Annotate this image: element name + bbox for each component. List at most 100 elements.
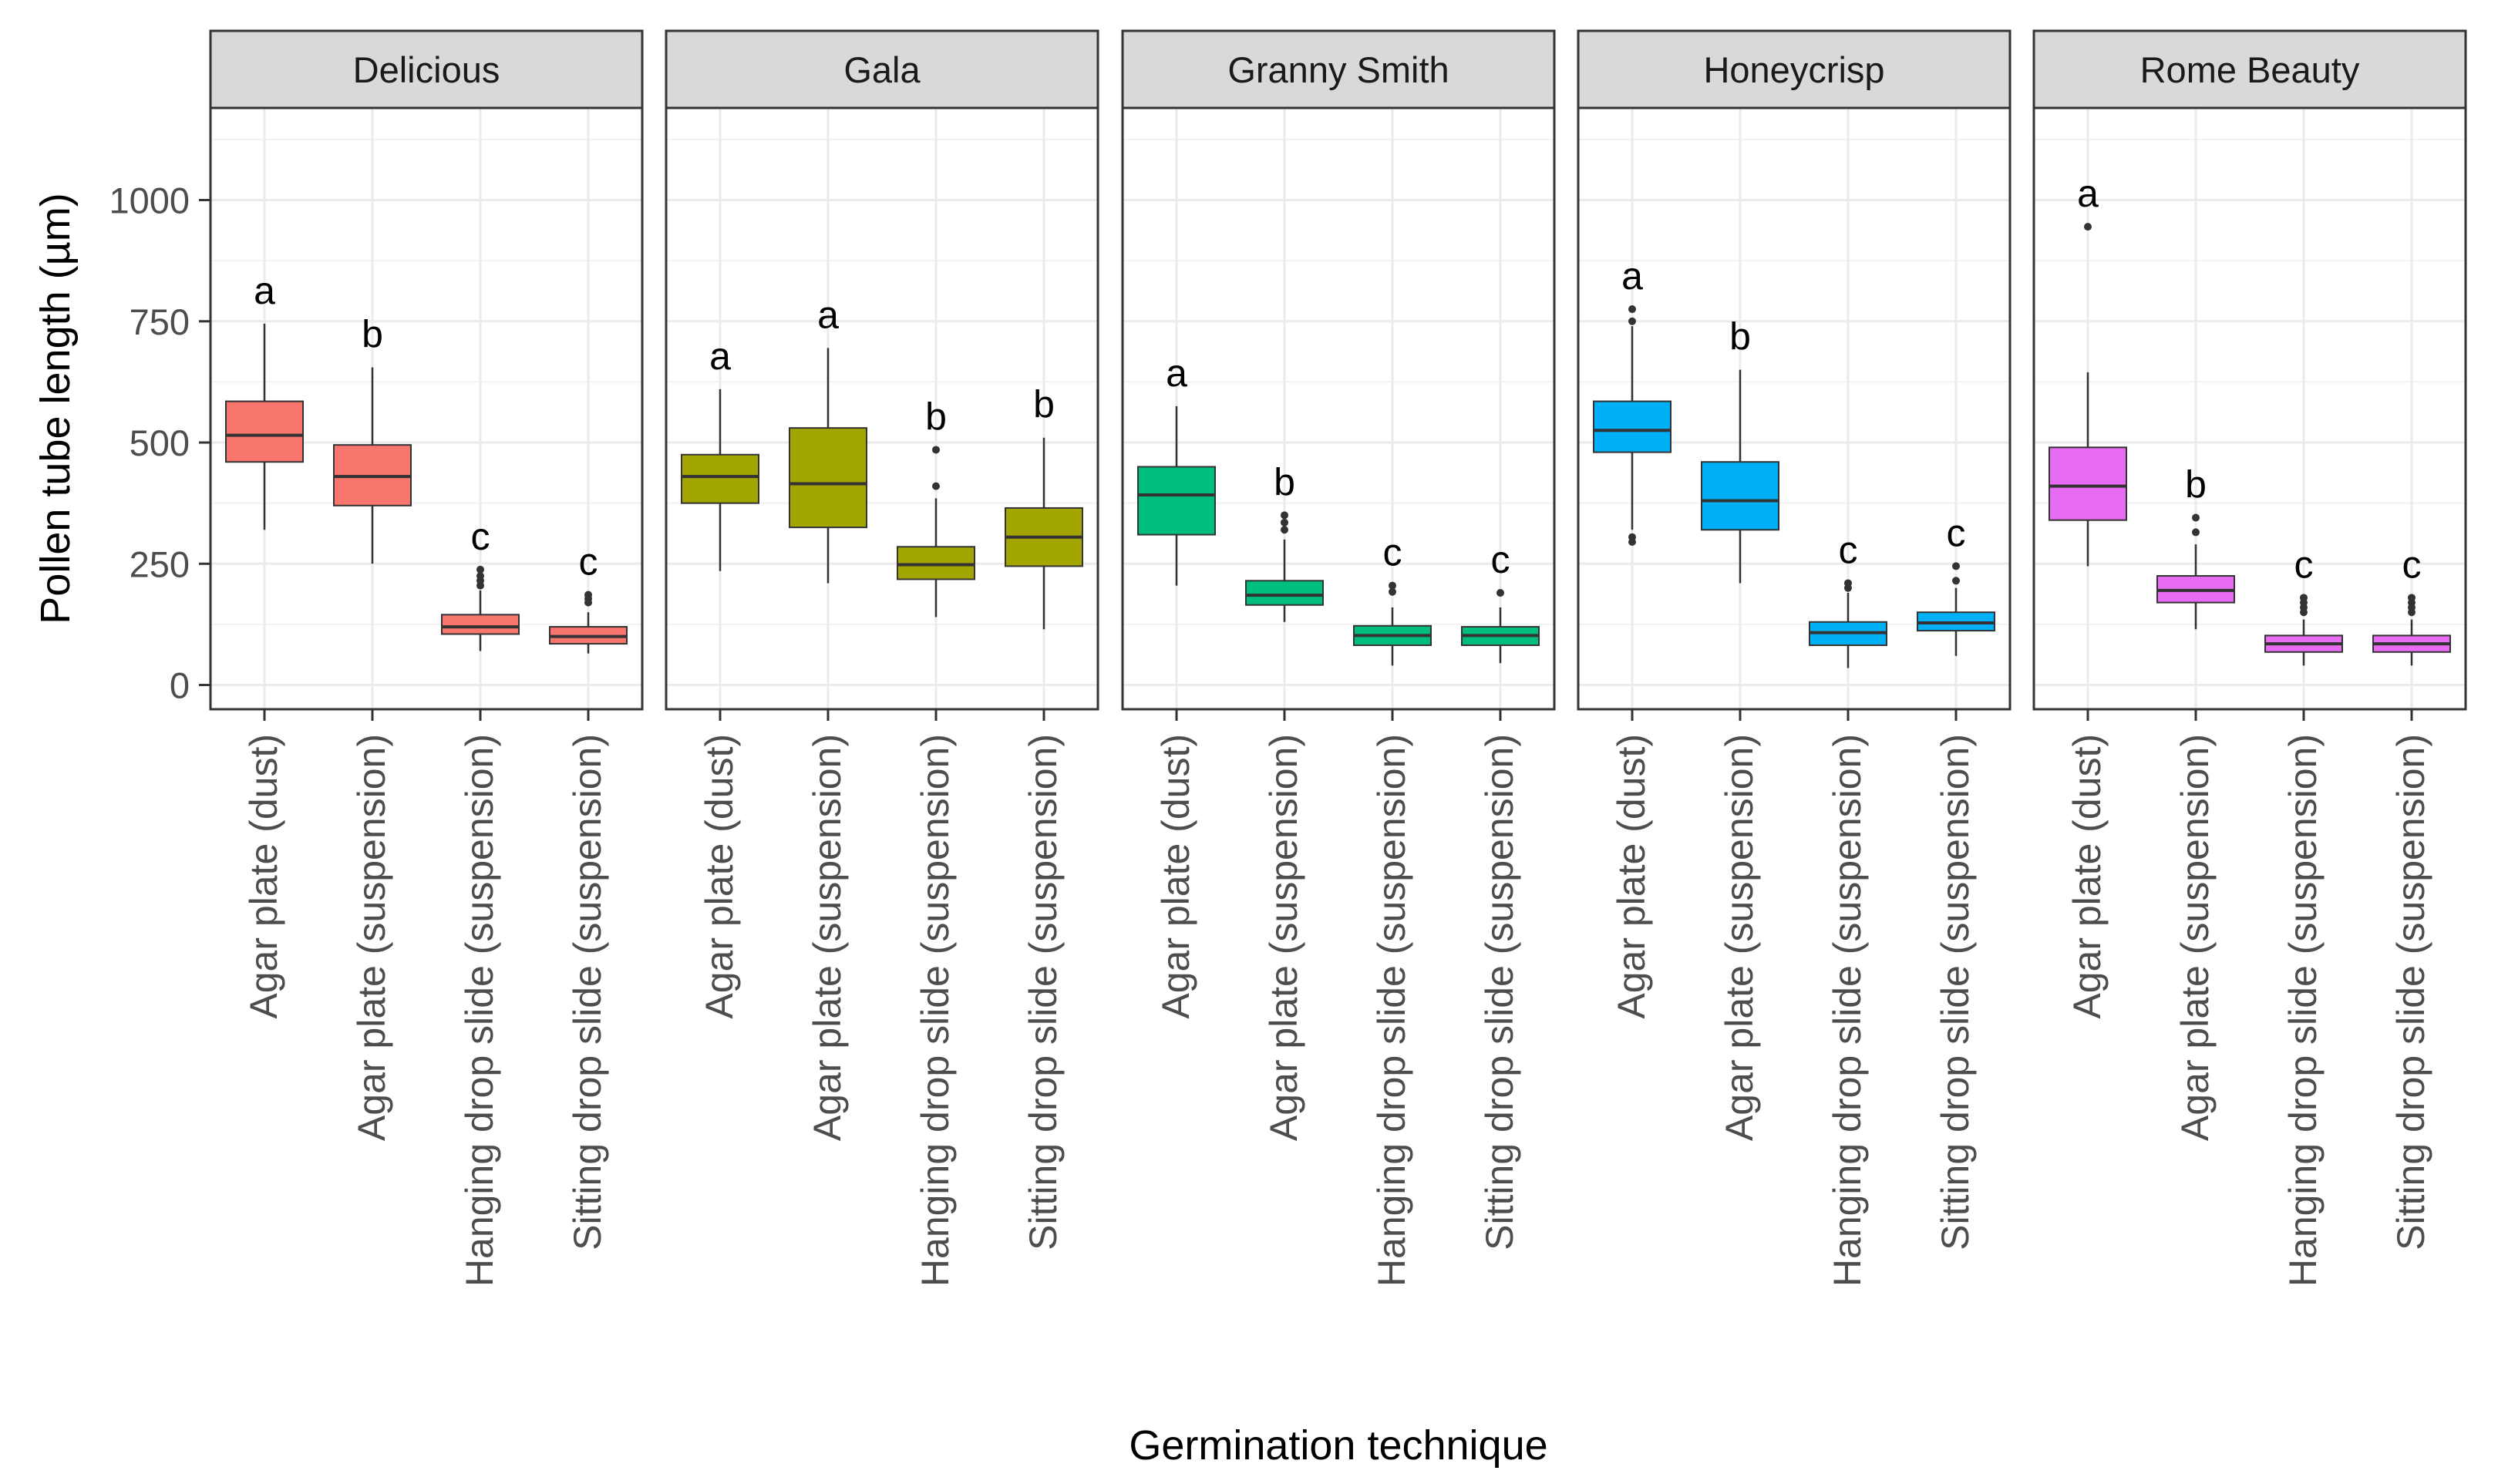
outlier-point	[1281, 526, 1288, 534]
significance-letter: a	[254, 269, 275, 312]
panel-border	[665, 106, 1099, 711]
panel-rome-beauty: Rome Beauty a Agar plate (dust) b Agar plate…	[2032, 29, 2467, 1287]
iqr-box	[897, 546, 975, 580]
outlier-point	[1389, 581, 1396, 590]
box-sitting-drop-slide-suspension: c	[1917, 511, 1995, 656]
significance-letter: c	[1491, 538, 1510, 581]
box-sitting-drop-slide-suspension: c	[1461, 538, 1540, 664]
x-tick-label: Hanging drop slide (suspension)	[458, 734, 501, 1287]
outlier-point	[1389, 587, 1396, 596]
y-tick-label: 500	[130, 422, 190, 463]
panel-background	[666, 108, 1098, 709]
x-tick-label: Hanging drop slide (suspension)	[2281, 734, 2325, 1287]
panel-honeycrisp: Honeycrisp a Agar plate (dust) b Agar plate …	[1577, 29, 2012, 1287]
x-tick-label: Agar plate (suspension)	[1718, 734, 1761, 1141]
panel-gala: Gala a Agar plate (dust) a Agar plate (suspe…	[665, 29, 1099, 1287]
x-tick-label: Agar plate (suspension)	[350, 734, 393, 1141]
panel-border	[1121, 106, 1556, 711]
iqr-box	[441, 614, 520, 635]
box-hanging-drop-slide-suspension: c	[1353, 531, 1432, 666]
significance-letter: c	[579, 540, 598, 584]
panel-background	[1123, 108, 1554, 709]
box-hanging-drop-slide-suspension: c	[2264, 543, 2343, 666]
outlier-point	[2192, 513, 2200, 522]
iqr-box	[1593, 400, 1672, 453]
significance-letter: b	[925, 395, 947, 438]
x-tick-label: Hanging drop slide (suspension)	[914, 734, 957, 1287]
iqr-box	[225, 400, 304, 463]
significance-letter: c	[1383, 531, 1402, 574]
panel-border	[2032, 106, 2467, 711]
box-agar-plate-dust: a	[681, 335, 759, 571]
significance-letter: a	[2077, 172, 2099, 215]
outlier-point	[1952, 577, 1960, 585]
outlier-point	[1628, 317, 1636, 325]
box-agar-plate-dust: a	[1593, 254, 1672, 546]
outlier-point	[2300, 594, 2308, 602]
y-tick-label: 750	[130, 301, 190, 342]
y-axis: 0 250 500 750 1000	[109, 180, 210, 706]
y-tick-label: 1000	[109, 180, 190, 221]
box-sitting-drop-slide-suspension: c	[2372, 543, 2451, 666]
x-tick-label: Agar plate (dust)	[2065, 734, 2109, 1019]
box-agar-plate-suspension: b	[333, 313, 412, 564]
panel-delicious: Delicious a Agar plate (dust) b Agar plate (…	[209, 29, 644, 1287]
x-tick-label: Sitting drop slide (suspension)	[1934, 734, 1977, 1250]
outlier-point	[1496, 589, 1504, 597]
outlier-point	[1628, 305, 1636, 314]
significance-letter: b	[1274, 460, 1295, 503]
x-tick-label: Sitting drop slide (suspension)	[1478, 734, 1521, 1250]
outlier-point	[1281, 511, 1288, 520]
outlier-point	[1952, 562, 1960, 570]
facet-strip-label: Gala	[843, 49, 921, 90]
outlier-point	[2192, 528, 2200, 537]
significance-letter: a	[817, 293, 839, 336]
facet-strip	[2032, 29, 2467, 109]
iqr-box	[2049, 446, 2127, 521]
box-hanging-drop-slide-suspension: c	[441, 515, 520, 651]
x-tick-label: Agar plate (suspension)	[806, 734, 849, 1141]
facet-strip-label: Honeycrisp	[1703, 49, 1884, 90]
box-agar-plate-suspension: b	[1701, 315, 1779, 584]
x-tick-label: Sitting drop slide (suspension)	[1022, 734, 1065, 1250]
panel-background	[2034, 108, 2466, 709]
box-agar-plate-dust: a	[1137, 352, 1216, 586]
x-tick-label: Agar plate (dust)	[1154, 734, 1197, 1019]
box-agar-plate-suspension: b	[1245, 460, 1324, 622]
box-sitting-drop-slide-suspension: c	[549, 540, 628, 654]
significance-letter: c	[471, 515, 490, 558]
significance-letter: c	[2294, 543, 2314, 586]
box-hanging-drop-slide-suspension: c	[1809, 528, 1887, 668]
box-agar-plate-dust: a	[225, 269, 304, 530]
outlier-point	[476, 572, 484, 580]
box-agar-plate-suspension: a	[789, 293, 867, 584]
y-axis-title: Pollen tube length (µm)	[32, 193, 79, 624]
outlier-point	[584, 591, 592, 599]
significance-letter: a	[709, 335, 731, 378]
y-tick-label: 0	[170, 665, 190, 706]
significance-letter: b	[2185, 463, 2207, 506]
facet-strip-label: Rome Beauty	[2140, 49, 2360, 90]
significance-letter: b	[1033, 383, 1055, 426]
significance-letter: b	[362, 313, 383, 356]
outlier-point	[932, 482, 940, 490]
outlier-point	[2408, 594, 2416, 602]
outlier-point	[1628, 533, 1636, 541]
x-tick-label: Hanging drop slide (suspension)	[1826, 734, 1869, 1287]
box-sitting-drop-slide-suspension: b	[1005, 383, 1083, 630]
facet-strip	[209, 29, 644, 109]
panel-border	[209, 106, 644, 711]
panel-border	[1577, 106, 2012, 711]
outlier-point	[1281, 518, 1288, 527]
x-tick-label: Agar plate (suspension)	[1262, 734, 1305, 1141]
x-tick-label: Agar plate (dust)	[242, 734, 285, 1019]
facet-strip	[1121, 29, 1556, 109]
significance-letter: b	[1729, 315, 1751, 358]
iqr-box	[1701, 461, 1779, 531]
x-tick-label: Agar plate (dust)	[698, 734, 741, 1019]
box-agar-plate-suspension: b	[2156, 463, 2235, 630]
panel-granny-smith: Granny Smith a Agar plate (dust) b Agar plat…	[1121, 29, 1556, 1287]
box-hanging-drop-slide-suspension: b	[897, 395, 975, 617]
significance-letter: c	[1947, 511, 1966, 554]
